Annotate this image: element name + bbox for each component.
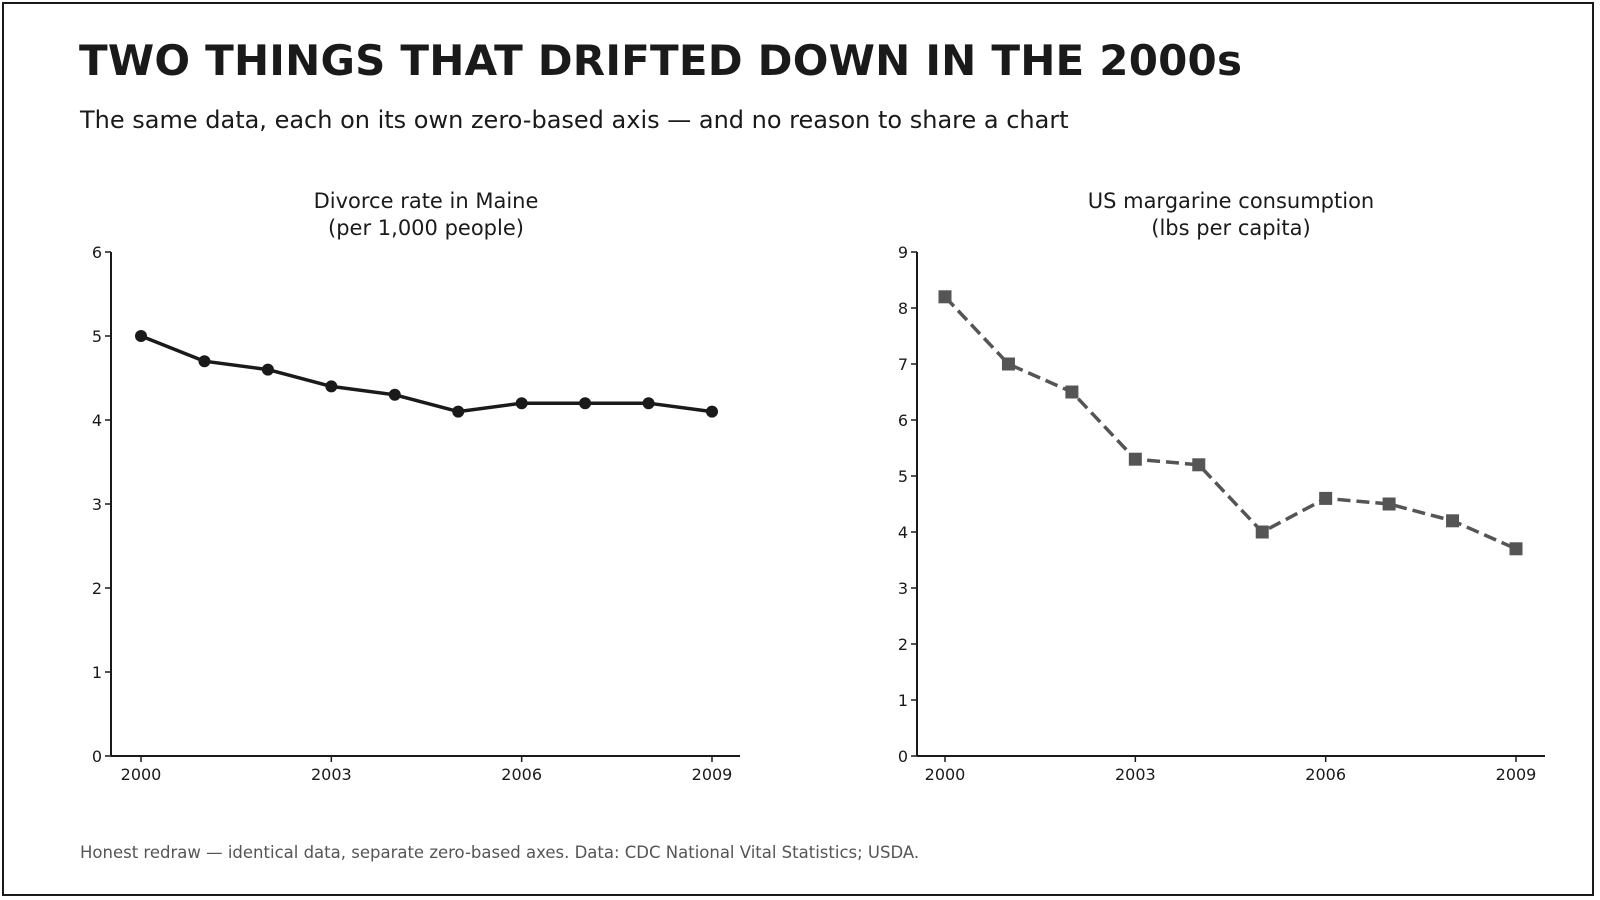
divorce-data-point xyxy=(515,397,528,410)
margarine-data-point xyxy=(1319,491,1333,505)
divorce-y-tick-label: 3 xyxy=(92,495,102,514)
divorce-x-tick-label: 2009 xyxy=(692,765,733,784)
margarine-y-tick-label: 1 xyxy=(898,691,908,710)
source-note: Honest redraw — identical data, separate… xyxy=(80,843,920,862)
divorce-y-tick-label: 6 xyxy=(92,243,102,262)
divorce-data-point xyxy=(452,405,465,418)
margarine-x-tick-label: 2000 xyxy=(925,765,966,784)
margarine-panel-title-line: (lbs per capita) xyxy=(1151,216,1310,240)
divorce-y-tick-label: 2 xyxy=(92,579,102,598)
divorce-y-tick-label: 0 xyxy=(92,747,102,766)
margarine-y-tick-label: 5 xyxy=(898,467,908,486)
divorce-x-tick-label: 2000 xyxy=(121,765,162,784)
figure-subtitle: The same data, each on its own zero-base… xyxy=(80,106,1069,134)
margarine-data-point xyxy=(1065,385,1079,399)
divorce-x-tick-label: 2003 xyxy=(311,765,352,784)
margarine-y-tick-label: 0 xyxy=(898,747,908,766)
divorce-data-point xyxy=(325,380,338,393)
margarine-y-tick-label: 9 xyxy=(898,243,908,262)
margarine-y-tick-label: 7 xyxy=(898,355,908,374)
divorce-data-point xyxy=(642,397,655,410)
divorce-data-point xyxy=(198,355,211,368)
margarine-data-point xyxy=(1382,497,1396,511)
margarine-y-tick-label: 4 xyxy=(898,523,908,542)
divorce-data-point xyxy=(706,405,718,418)
margarine-panel-title-line: US margarine consumption xyxy=(1088,189,1375,213)
figure-title: TWO THINGS THAT DRIFTED DOWN IN THE 2000… xyxy=(79,36,1243,85)
margarine-data-point xyxy=(1255,525,1269,539)
divorce-y-tick-label: 4 xyxy=(92,411,102,430)
divorce-panel-title-line: Divorce rate in Maine xyxy=(314,189,539,213)
divorce-data-point xyxy=(388,388,401,401)
margarine-y-tick-label: 3 xyxy=(898,579,908,598)
margarine-x-tick-label: 2003 xyxy=(1115,765,1156,784)
divorce-y-tick-label: 1 xyxy=(92,663,102,682)
margarine-data-point xyxy=(1446,514,1460,528)
margarine-data-point xyxy=(938,290,952,304)
divorce-series-line xyxy=(140,334,713,414)
divorce-y-tick-label: 5 xyxy=(92,327,102,346)
divorce-x-tick-label: 2006 xyxy=(501,765,542,784)
margarine-y-tick-label: 6 xyxy=(898,411,908,430)
divorce-data-point xyxy=(261,363,274,376)
divorce-data-point xyxy=(135,330,147,342)
margarine-y-tick-label: 8 xyxy=(898,299,908,318)
margarine-series-line xyxy=(943,295,1517,551)
margarine-data-point xyxy=(1128,452,1142,466)
margarine-x-tick-label: 2009 xyxy=(1496,765,1537,784)
divorce-panel-title-line: (per 1,000 people) xyxy=(328,216,524,240)
margarine-data-point xyxy=(1001,357,1015,371)
margarine-y-tick-label: 2 xyxy=(898,635,908,654)
margarine-data-point xyxy=(1192,458,1206,472)
divorce-data-point xyxy=(579,397,592,410)
margarine-x-tick-label: 2006 xyxy=(1305,765,1346,784)
margarine-data-point xyxy=(1509,542,1523,556)
